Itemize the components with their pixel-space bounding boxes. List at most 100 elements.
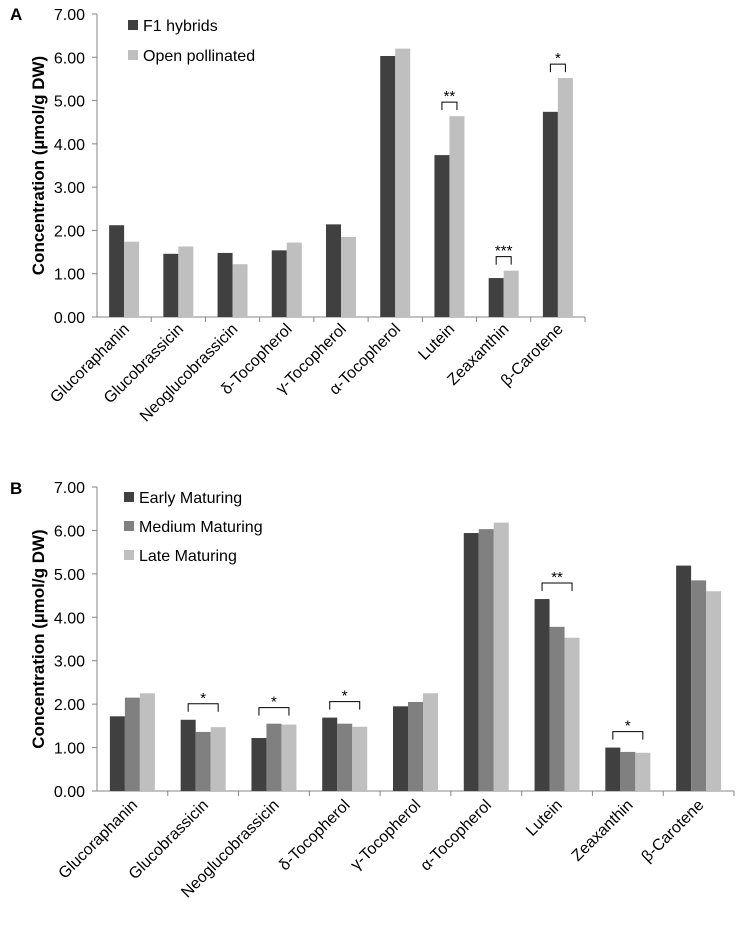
bar-medium-maturing-0 — [124, 697, 140, 791]
significance-label: * — [555, 50, 561, 67]
bar-open-pollinated-0 — [124, 241, 140, 317]
bar-open-pollinated-2 — [232, 264, 248, 317]
bar-late-maturing-1 — [210, 727, 226, 791]
bar-f1-hybrids-2 — [217, 252, 233, 317]
significance-label: * — [625, 718, 631, 735]
significance-bracket — [187, 703, 219, 712]
legend-label: Late Maturing — [139, 548, 237, 565]
bar-medium-maturing-4 — [408, 701, 423, 791]
bar-early-maturing-0 — [109, 716, 125, 791]
bar-f1-hybrids-1 — [163, 253, 179, 317]
category-label: δ-Tocopherol — [276, 797, 353, 874]
bar-early-maturing-1 — [180, 719, 196, 791]
bar-early-maturing-5 — [463, 533, 479, 791]
significance-label: *** — [495, 243, 513, 260]
bar-late-maturing-4 — [423, 693, 438, 791]
bar-open-pollinated-1 — [178, 246, 194, 317]
y-tick-label: 5.00 — [54, 567, 85, 584]
legend-swatch — [124, 550, 134, 560]
bar-f1-hybrids-3 — [271, 250, 287, 317]
legend-swatch — [128, 20, 138, 30]
significance-label: * — [342, 688, 348, 705]
bar-medium-maturing-7 — [620, 751, 636, 791]
bar-early-maturing-4 — [393, 706, 408, 791]
legend-label: Early Maturing — [139, 490, 242, 507]
bar-open-pollinated-5 — [395, 48, 411, 317]
y-tick-label: 5.00 — [54, 94, 85, 111]
significance-bracket — [612, 731, 644, 740]
bar-early-maturing-8 — [676, 565, 692, 791]
bar-f1-hybrids-6 — [434, 155, 450, 317]
significance-bracket — [549, 63, 566, 73]
y-tick-label: 7.00 — [54, 480, 85, 497]
legend-label: Open pollinated — [143, 48, 255, 65]
category-label: Lutein — [523, 797, 566, 840]
y-axis-title: Concentration (µmol/g DW) — [29, 529, 48, 748]
y-tick-label: 3.00 — [54, 180, 85, 197]
bar-f1-hybrids-4 — [326, 224, 341, 317]
panel-label: A — [10, 5, 22, 24]
legend-label: Medium Maturing — [139, 519, 263, 536]
y-tick-label: 1.00 — [54, 741, 85, 758]
significance-bracket — [441, 101, 458, 111]
bar-f1-hybrids-0 — [109, 225, 125, 317]
y-tick-label: 1.00 — [54, 267, 85, 284]
y-tick-label: 6.00 — [54, 523, 85, 540]
significance-label: ** — [444, 88, 456, 105]
bar-early-maturing-6 — [534, 599, 550, 791]
y-axis-title: Concentration (µmol/g DW) — [29, 56, 48, 275]
bar-open-pollinated-3 — [286, 242, 302, 317]
panel-label: B — [10, 479, 22, 498]
bar-late-maturing-5 — [493, 522, 509, 791]
significance-label: * — [271, 694, 277, 711]
category-label: Neoglucobrassicin — [137, 321, 241, 425]
bar-medium-maturing-3 — [337, 723, 353, 791]
category-label: Lutein — [415, 321, 458, 364]
chart-panel-B: B Concentration (µmol/g DW) 0.00 1.00 2.00 3.… — [10, 479, 735, 901]
significance-label: * — [200, 690, 206, 707]
bar-late-maturing-8 — [706, 591, 722, 791]
bar-early-maturing-3 — [322, 717, 338, 791]
bar-late-maturing-6 — [564, 637, 580, 791]
bar-late-maturing-0 — [139, 693, 155, 791]
y-tick-label: 0.00 — [54, 784, 85, 801]
bar-medium-maturing-8 — [691, 580, 707, 791]
legend-label: F1 hybrids — [143, 18, 218, 35]
bar-late-maturing-2 — [281, 724, 297, 791]
significance-bracket — [495, 256, 512, 265]
y-tick-label: 6.00 — [54, 50, 85, 67]
category-label: Zeaxanthin — [569, 797, 637, 865]
bar-medium-maturing-6 — [549, 626, 565, 791]
significance-bracket — [329, 701, 361, 710]
bar-late-maturing-3 — [352, 726, 368, 791]
bar-f1-hybrids-7 — [488, 278, 504, 317]
legend-swatch — [124, 492, 134, 502]
y-tick-label: 2.00 — [54, 697, 85, 714]
bar-open-pollinated-6 — [449, 116, 465, 317]
bar-f1-hybrids-8 — [542, 111, 558, 317]
y-tick-label: 4.00 — [54, 137, 85, 154]
bar-medium-maturing-1 — [195, 731, 211, 791]
category-label: α-Tocopherol — [417, 797, 495, 875]
significance-bracket — [541, 582, 573, 592]
bar-open-pollinated-8 — [557, 78, 573, 317]
chart-panel-A: A Concentration (µmol/g DW) 0.00 1.00 2.00 3.… — [10, 5, 586, 425]
significance-bracket — [258, 707, 290, 716]
category-label: γ-Tocopherol — [348, 797, 425, 874]
bar-open-pollinated-7 — [503, 270, 519, 317]
bar-f1-hybrids-5 — [380, 55, 396, 317]
y-tick-label: 4.00 — [54, 610, 85, 627]
significance-label: ** — [551, 569, 563, 586]
bar-open-pollinated-4 — [341, 236, 356, 317]
bar-early-maturing-2 — [251, 738, 267, 791]
bar-medium-maturing-2 — [266, 723, 282, 791]
bar-early-maturing-7 — [605, 747, 621, 791]
bar-late-maturing-7 — [635, 752, 651, 791]
legend-swatch — [128, 50, 138, 60]
y-tick-label: 3.00 — [54, 654, 85, 671]
y-tick-label: 7.00 — [54, 7, 85, 24]
y-tick-label: 0.00 — [54, 310, 85, 327]
y-tick-label: 2.00 — [54, 223, 85, 240]
bar-medium-maturing-5 — [478, 529, 494, 791]
